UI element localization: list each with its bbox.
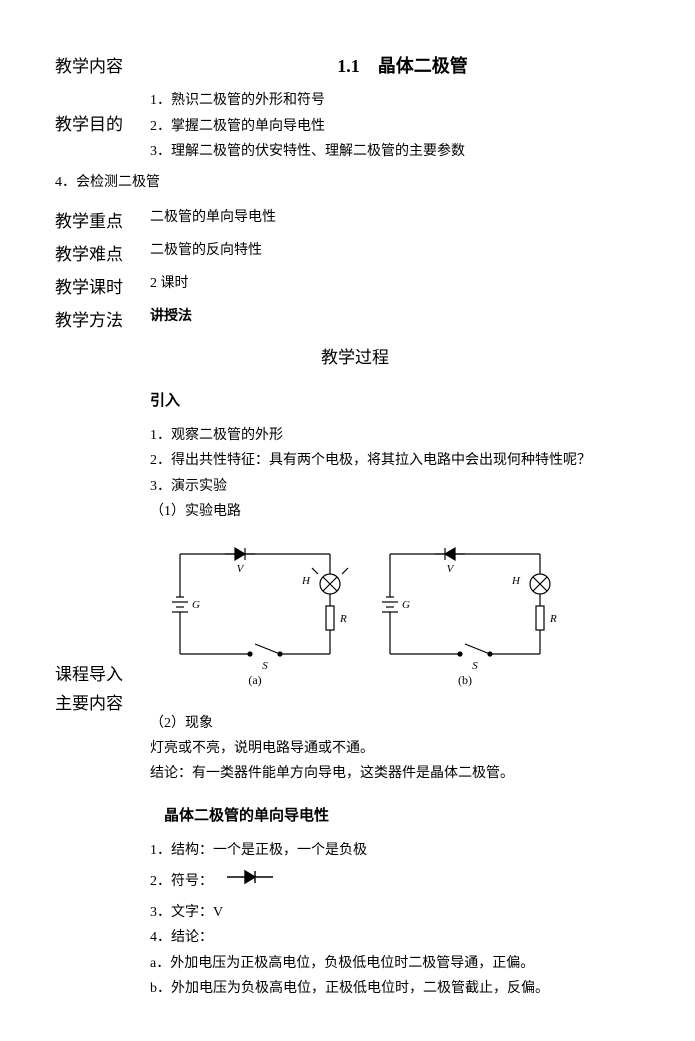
hours-text: 2 课时 [150,271,655,296]
keypoint-text: 二极管的单向导电性 [150,205,655,230]
title-text: 晶体二极管 [378,56,468,76]
unidirection-item: a．外加电压为正极高电位，负极低电位时二极管导通，正偏。 [150,951,655,976]
svg-text:(b): (b) [458,673,472,687]
intro-heading: 引入 [150,388,655,415]
unidirection-heading: 晶体二极管的单向导电性 [150,803,655,830]
intro-item: （1）实验电路 [150,499,655,524]
phenomenon-line: 灯亮或不亮，说明电路导通或不通。 [150,736,655,761]
svg-text:V: V [447,563,455,575]
circuit-diagram: V H [150,534,655,703]
unidirection-item: 4．结论： [150,925,655,950]
svg-text:S: S [472,660,478,672]
title-number: 1.1 [337,56,360,76]
unidirection-item: b．外加电压为负极高电位，正极低电位时，二极管截止，反偏。 [150,976,655,1001]
phenomenon-title: （2）现象 [150,711,655,736]
unidirection-item: 2．符号： [150,869,655,894]
intro-item: 2．得出共性特征：具有两个电极，将其拉入电路中会出现何种特性呢？ [150,448,655,473]
svg-text:H: H [511,575,521,587]
svg-text:G: G [192,599,200,611]
svg-text:V: V [237,563,245,575]
process-heading: 教学过程 [55,343,655,368]
objective-item: 3．理解二极管的伏安特性、理解二极管的主要参数 [150,139,655,164]
page-title: 1.1 晶体二极管 [150,50,655,82]
section-label-main: 主要内容 [55,689,150,714]
unidirection-item: 3．文字：V [150,900,655,925]
objective-item: 1．熟识二极管的外形和符号 [150,88,655,113]
section-label-content: 教学内容 [55,50,150,77]
svg-text:H: H [301,575,311,587]
section-label-hours: 教学课时 [55,271,150,298]
svg-text:(a): (a) [248,673,261,687]
section-label-objective: 教学目的 [55,88,150,135]
difficulty-text: 二极管的反向特性 [150,238,655,263]
svg-text:S: S [262,660,268,672]
section-label-keypoint: 教学重点 [55,205,150,232]
section-label-method: 教学方法 [55,304,150,331]
phenomenon-line: 结论：有一类器件能单方向导电，这类器件是晶体二极管。 [150,761,655,786]
section-label-import: 课程导入 [55,660,150,685]
diode-symbol-icon [225,869,275,894]
unidirection-item: 1．结构：一个是正极，一个是负极 [150,838,655,863]
intro-item: 1．观察二极管的外形 [150,423,655,448]
svg-text:R: R [549,613,557,625]
objective-item-4: 4．会检测二极管 [55,170,655,195]
objective-item: 2．掌握二极管的单向导电性 [150,114,655,139]
svg-text:R: R [339,613,347,625]
svg-text:G: G [402,599,410,611]
section-label-difficulty: 教学难点 [55,238,150,265]
method-text: 讲授法 [150,304,655,329]
intro-item: 3．演示实验 [150,474,655,499]
